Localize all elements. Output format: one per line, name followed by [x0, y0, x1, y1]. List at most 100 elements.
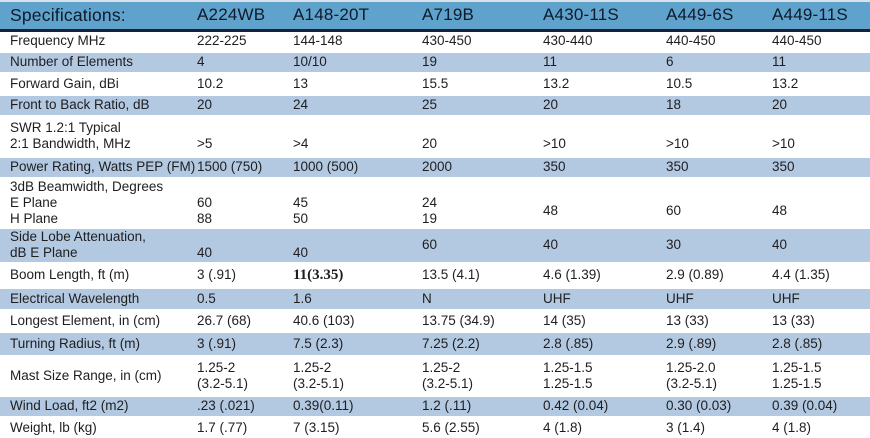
table-cell: >10	[666, 115, 772, 157]
table-cell: 13.2	[772, 72, 870, 95]
cell-line: 430-450	[422, 33, 472, 49]
table-cell: 3 (.91)	[197, 262, 293, 288]
table-cell: 13.5 (4.1)	[422, 262, 543, 288]
table-cell: 13	[293, 72, 422, 95]
cell-line: Wind Load, ft2 (m2)	[10, 398, 129, 413]
cell-line: 6	[666, 54, 674, 69]
row-label: Mast Size Range, in (cm)	[0, 355, 197, 396]
cell-line: 10.2	[197, 75, 224, 91]
cell-line: 11	[543, 54, 558, 69]
table-cell: 7.25 (2.2)	[422, 330, 543, 357]
table-cell: 60	[422, 226, 543, 264]
table-cell: 430-440	[543, 30, 666, 52]
cell-line: 1500 (750)	[197, 159, 263, 174]
cell-line: 48	[543, 202, 559, 218]
table-cell: 20	[543, 93, 666, 117]
table-cell: 11(3.35)	[293, 262, 422, 288]
cell-line: 2000	[422, 159, 453, 174]
cell-line: 60	[197, 194, 213, 210]
cell-line: 19	[422, 54, 438, 69]
row-label: Weight, lb (kg)	[0, 416, 197, 438]
cell-line: 2:1 Bandwidth, MHz	[10, 136, 131, 151]
cell-line	[772, 120, 870, 136]
cell-line: 11	[772, 54, 787, 69]
table-cell: 1.6	[293, 286, 422, 311]
row-label: Power Rating, Watts PEP (FM)	[0, 155, 197, 179]
cell-line: 50	[293, 210, 309, 226]
table-cell: 2.8 (.85)	[543, 330, 666, 357]
table-cell: 13.2	[543, 72, 666, 95]
cell-line: 88	[197, 210, 213, 226]
table-cell: 30	[666, 226, 772, 264]
cell-line: N	[422, 290, 432, 306]
table-cell: >4	[293, 115, 422, 157]
cell-line: 13.2	[772, 75, 799, 91]
table-cell: 1.25-2 (3.2-5.1)	[293, 355, 422, 396]
table-header-row: Specifications: A224WB A148-20T A719B A430-…	[0, 0, 870, 32]
cell-line: 40	[293, 245, 309, 260]
cell-line: 40	[197, 245, 213, 260]
cell-line: UHF	[772, 290, 800, 306]
cell-line: 1.25-2	[293, 359, 332, 375]
column-header: A719B	[422, 0, 543, 32]
row-label: Electrical Wavelength	[0, 286, 197, 311]
table-cell: 26.7 (68)	[197, 309, 293, 332]
cell-line	[772, 187, 870, 203]
cell-line: 1.25-2.0	[666, 359, 716, 375]
cell-line: 1.25-1.5	[543, 359, 593, 375]
table-cell: 1.7 (.77)	[197, 416, 293, 438]
cell-line: 60	[422, 237, 438, 252]
table-cell: 1.25-2.0 (3.2-5.1)	[666, 355, 772, 396]
table-row: Turning Radius, ft (m) 3 (.91) 7.5 (2.3) 7.…	[0, 330, 870, 357]
table-cell: 11	[772, 50, 870, 74]
cell-line: Forward Gain, dBi	[10, 75, 119, 91]
table-cell: 60	[666, 177, 772, 228]
table-cell: N	[422, 286, 543, 311]
table-cell: 25	[422, 93, 543, 117]
table-cell: 3 (.91)	[197, 330, 293, 357]
cell-line: Side Lobe Attenuation,	[10, 229, 146, 245]
cell-line: 48	[772, 202, 788, 218]
column-header: A449-11S	[772, 0, 870, 32]
table-cell: 48	[543, 177, 666, 228]
cell-line: Frequency MHz	[10, 33, 106, 49]
table-row: Weight, lb (kg) 1.7 (.77) 7 (3.15) 5.6 (2.5…	[0, 416, 870, 438]
cell-line	[666, 187, 772, 203]
table-row: SWR 1.2:1 Typical 2:1 Bandwidth, MHz >5 >4 2…	[0, 115, 870, 157]
cell-line: 25	[422, 97, 438, 112]
cell-line	[197, 120, 293, 136]
cell-line: >4	[293, 136, 309, 151]
table-cell: 3 (1.4)	[666, 416, 772, 438]
cell-line: 20	[543, 97, 559, 112]
table-row: Side Lobe Attenuation, dB E Plane 40 40 60 40…	[0, 226, 870, 264]
cell-line: 19	[422, 210, 438, 226]
row-label: SWR 1.2:1 Typical 2:1 Bandwidth, MHz	[0, 115, 197, 157]
cell-line: 440-450	[772, 33, 822, 49]
cell-line: dB E Plane	[10, 245, 78, 260]
cell-line: 1000 (500)	[293, 159, 359, 174]
row-label: Frequency MHz	[0, 30, 197, 52]
table-cell: UHF	[772, 286, 870, 311]
cell-line: 24	[293, 97, 309, 112]
table-cell: 4 (1.8)	[543, 416, 666, 438]
table-cell: 1000 (500)	[293, 155, 422, 179]
table-cell: 1.25-2 (3.2-5.1)	[422, 355, 543, 396]
cell-line: .23 (.021)	[197, 398, 255, 413]
table-cell: 13.75 (34.9)	[422, 309, 543, 332]
table-cell: 430-450	[422, 30, 543, 52]
table-row: Number of Elements 4 10/10 19 11 6 11	[0, 50, 870, 74]
table-cell: 4 (1.8)	[772, 416, 870, 438]
table-cell: 10.5	[666, 72, 772, 95]
cell-line: 7.5 (2.3)	[293, 335, 344, 351]
table-cell: 1.2 (.11)	[422, 394, 543, 418]
table-row: Forward Gain, dBi 10.2 13 15.5 13.2 10.5 13.2	[0, 72, 870, 95]
table-row: Front to Back Ratio, dB 20 24 25 20 18 20	[0, 93, 870, 117]
row-label: Number of Elements	[0, 50, 197, 74]
cell-line: UHF	[666, 290, 694, 306]
cell-line	[543, 187, 666, 203]
table-row: 3dB Beamwidth, Degrees E Plane H Plane 60 88…	[0, 177, 870, 228]
cell-line: 7 (3.15)	[293, 420, 340, 435]
cell-line: >10	[543, 136, 566, 151]
cell-line: E Plane	[10, 194, 58, 210]
cell-line: 20	[197, 97, 213, 112]
